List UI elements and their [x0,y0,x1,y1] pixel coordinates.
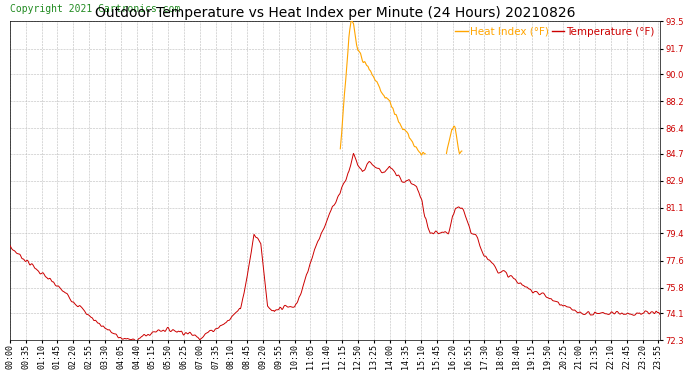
Title: Outdoor Temperature vs Heat Index per Minute (24 Hours) 20210826: Outdoor Temperature vs Heat Index per Mi… [95,6,575,20]
Text: Copyright 2021 Cartronics.com: Copyright 2021 Cartronics.com [10,4,180,14]
Legend: Heat Index (°F), Temperature (°F): Heat Index (°F), Temperature (°F) [455,27,655,37]
